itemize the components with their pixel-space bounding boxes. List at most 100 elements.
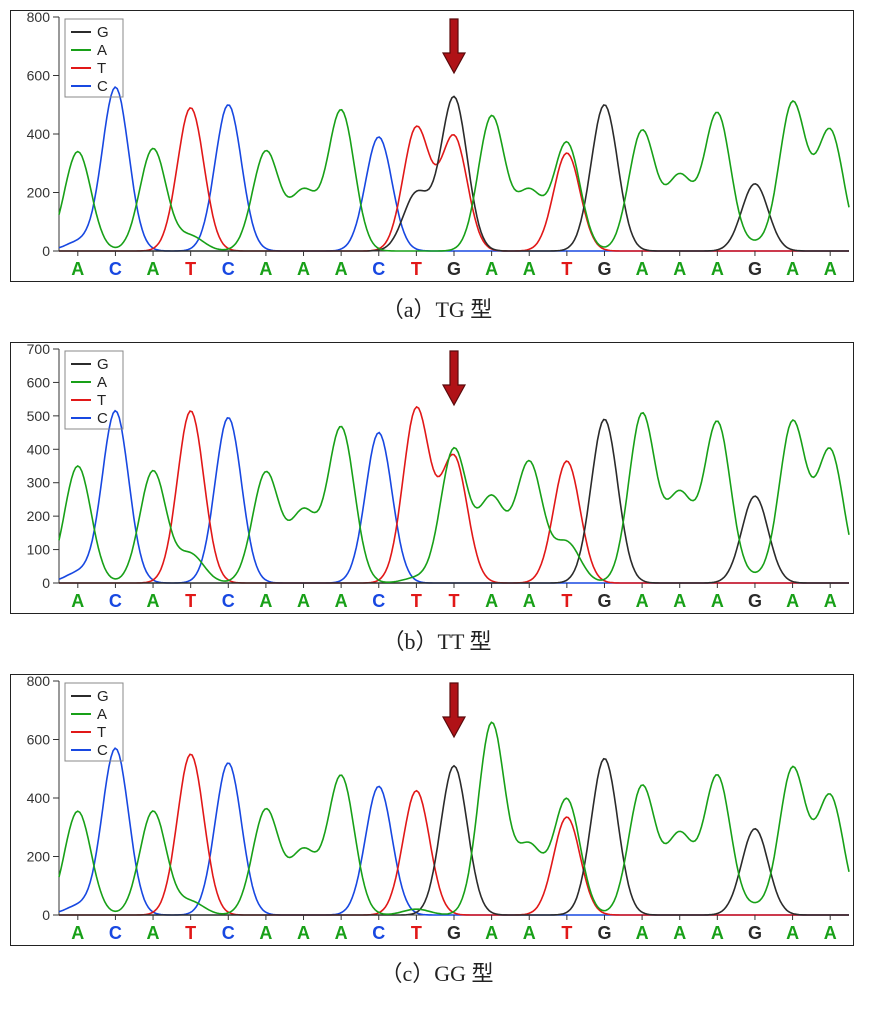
base-label: A — [485, 259, 498, 279]
base-label: G — [597, 259, 611, 279]
trace-A — [59, 413, 849, 582]
ytick-label: 0 — [42, 907, 50, 923]
ytick-label: 600 — [27, 68, 51, 84]
base-label: C — [109, 923, 122, 943]
panel-caption: （b）TT 型 — [10, 624, 864, 656]
base-label: G — [748, 591, 762, 611]
chart-box: 0100200300400500600700ACATCAAACTTAATGAAA… — [10, 342, 854, 614]
base-label: A — [147, 259, 160, 279]
base-label: A — [786, 923, 799, 943]
snp-arrow-icon — [443, 683, 465, 737]
legend-label: C — [97, 742, 108, 759]
base-label: A — [786, 259, 799, 279]
snp-arrow-icon — [443, 351, 465, 405]
base-label: A — [673, 591, 686, 611]
ytick-label: 400 — [27, 790, 51, 806]
panel-c: 0200400600800ACATCAAACTGAATGAAAGAAGATC（c… — [10, 674, 864, 988]
base-label: A — [636, 591, 649, 611]
base-label: T — [185, 259, 196, 279]
base-label: A — [297, 259, 310, 279]
chromatogram-svg: 0100200300400500600700ACATCAAACTTAATGAAA… — [11, 343, 855, 613]
base-label: A — [824, 923, 837, 943]
base-label: G — [597, 923, 611, 943]
base-label: A — [259, 259, 272, 279]
legend-label: T — [97, 724, 106, 741]
base-label: A — [711, 923, 724, 943]
base-label: A — [485, 923, 498, 943]
base-label: A — [786, 591, 799, 611]
ytick-label: 600 — [27, 374, 51, 390]
ytick-label: 800 — [27, 11, 51, 25]
legend: GATC — [65, 19, 123, 97]
base-label: A — [259, 923, 272, 943]
ytick-label: 200 — [27, 508, 51, 524]
base-label: A — [523, 923, 536, 943]
base-label: A — [824, 259, 837, 279]
ytick-label: 400 — [27, 126, 51, 142]
base-label: G — [447, 923, 461, 943]
legend-label: A — [97, 374, 107, 391]
trace-T — [59, 108, 849, 251]
base-label: T — [411, 591, 422, 611]
base-label: T — [561, 923, 572, 943]
legend-label: T — [97, 60, 106, 77]
trace-A — [59, 101, 849, 251]
snp-arrow-icon — [443, 19, 465, 73]
base-label: T — [411, 259, 422, 279]
ytick-label: 700 — [27, 343, 51, 357]
base-label: T — [561, 259, 572, 279]
ytick-label: 400 — [27, 441, 51, 457]
base-label: C — [222, 923, 235, 943]
legend-label: T — [97, 392, 106, 409]
base-label: C — [222, 259, 235, 279]
ytick-label: 100 — [27, 542, 51, 558]
legend-label: C — [97, 410, 108, 427]
ytick-label: 500 — [27, 408, 51, 424]
base-label: A — [636, 923, 649, 943]
legend-label: A — [97, 42, 107, 59]
base-label: A — [335, 923, 348, 943]
legend-label: C — [97, 78, 108, 95]
legend-label: G — [97, 688, 109, 705]
base-label: C — [372, 923, 385, 943]
base-label: A — [71, 591, 84, 611]
ytick-label: 200 — [27, 185, 51, 201]
base-label: A — [71, 923, 84, 943]
base-label: A — [711, 259, 724, 279]
panel-b: 0100200300400500600700ACATCAAACTTAATGAAA… — [10, 342, 864, 656]
base-label: G — [748, 923, 762, 943]
ytick-label: 800 — [27, 675, 51, 689]
base-label: G — [447, 259, 461, 279]
panel-caption: （a）TG 型 — [10, 292, 864, 324]
chart-box: 0200400600800ACATCAAACTGAATGAAAGAAGATC — [10, 10, 854, 282]
base-label: G — [597, 591, 611, 611]
chart-box: 0200400600800ACATCAAACTGAATGAAAGAAGATC — [10, 674, 854, 946]
base-label: A — [71, 259, 84, 279]
ytick-label: 0 — [42, 575, 50, 591]
chromatogram-svg: 0200400600800ACATCAAACTGAATGAAAGAAGATC — [11, 11, 855, 281]
legend-label: A — [97, 706, 107, 723]
ytick-label: 200 — [27, 849, 51, 865]
base-label: A — [523, 259, 536, 279]
base-label: A — [523, 591, 536, 611]
trace-G — [59, 96, 849, 251]
panel-caption: （c）GG 型 — [10, 956, 864, 988]
trace-T — [59, 407, 849, 583]
base-label: A — [297, 923, 310, 943]
trace-G — [59, 420, 849, 584]
base-label: T — [185, 923, 196, 943]
base-label: A — [335, 259, 348, 279]
ytick-label: 0 — [42, 243, 50, 259]
base-label: A — [297, 591, 310, 611]
base-label: C — [372, 259, 385, 279]
ytick-label: 300 — [27, 475, 51, 491]
legend: GATC — [65, 351, 123, 429]
base-label: G — [748, 259, 762, 279]
base-label: A — [485, 591, 498, 611]
panel-a: 0200400600800ACATCAAACTGAATGAAAGAAGATC（a… — [10, 10, 864, 324]
legend-label: G — [97, 356, 109, 373]
base-label: A — [147, 591, 160, 611]
base-label: A — [824, 591, 837, 611]
trace-T — [59, 754, 849, 915]
trace-C — [59, 411, 849, 583]
